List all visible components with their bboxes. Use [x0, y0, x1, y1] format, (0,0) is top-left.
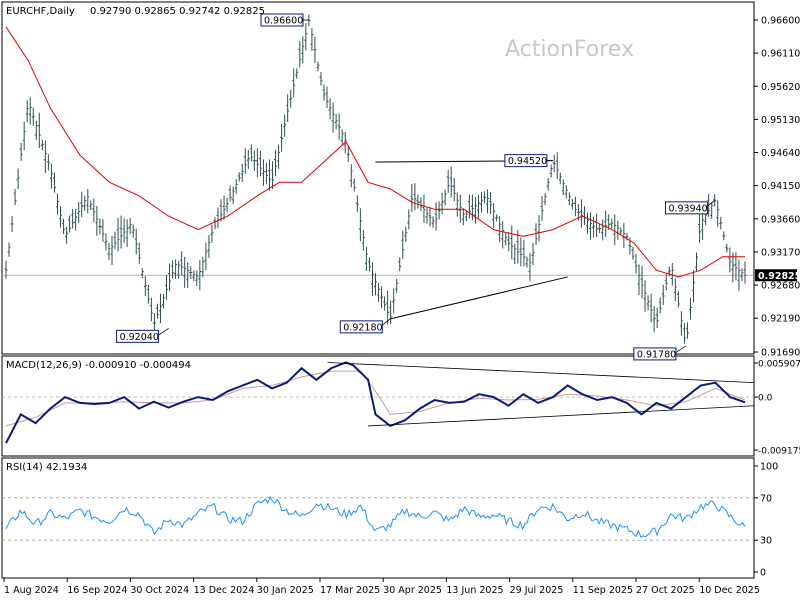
- swing-label-box: [633, 347, 677, 361]
- x-tick-label: 13 Dec 2024: [194, 585, 255, 596]
- rsi-y-tick-label: 30: [760, 536, 772, 547]
- macd-title: MACD(12,26,9) -0.000910 -0.000494: [6, 360, 191, 371]
- rsi-y-tick-label: 0: [760, 568, 766, 579]
- chart-symbol: EURCHF,Daily: [6, 6, 75, 17]
- price-y-tick-label: 0.96110: [761, 49, 800, 60]
- swing-label: 0.94520: [508, 156, 547, 167]
- x-tick-label: 30 Apr 2025: [383, 585, 442, 596]
- swing-label: 0.92040: [120, 332, 159, 343]
- price-y-tick-label: 0.92190: [761, 314, 800, 325]
- x-tick-label: 29 Jul 2025: [510, 585, 564, 596]
- current-price-tag: [755, 269, 797, 282]
- price-y-tick-label: 0.96600: [761, 16, 800, 27]
- x-tick-label: 27 Oct 2025: [636, 585, 695, 596]
- swing-label-box: [504, 154, 548, 168]
- swing-label: 0.91780: [637, 349, 676, 360]
- price-y-tick-label: 0.92680: [761, 281, 800, 292]
- macd-upper-trendline: [327, 362, 755, 384]
- price-y-tick-label: 0.93660: [761, 214, 800, 225]
- macd-line: [5, 361, 746, 444]
- rsi-title: RSI(14) 42.1934: [6, 462, 87, 473]
- rsi-panel[interactable]: [1, 457, 755, 579]
- x-tick-label: 10 Dec 2025: [699, 585, 760, 596]
- x-tick-label: 17 Mar 2025: [320, 585, 380, 596]
- macd-y-tick-label: -0.009175: [758, 447, 800, 457]
- macd-y-tick-label: 0.005907: [758, 360, 800, 370]
- swing-label: 0.92180: [343, 322, 382, 333]
- x-tick-label: 30 Oct 2024: [130, 585, 189, 596]
- chart-ohlc: 0.92790 0.92865 0.92742 0.92825: [90, 6, 265, 17]
- swing-label-box: [116, 329, 160, 343]
- watermark: ActionForex: [505, 37, 634, 62]
- swing-label: 0.96600: [264, 16, 303, 27]
- rsi-line: [5, 495, 746, 538]
- swing-label-box: [339, 320, 383, 334]
- price-y-tick-label: 0.95130: [761, 115, 800, 126]
- x-tick-label: 13 Jun 2025: [446, 585, 503, 596]
- price-y-tick-label: 0.93170: [761, 247, 800, 258]
- rsi-y-tick-label: 70: [760, 493, 772, 504]
- price-y-tick-label: 0.91690: [761, 348, 800, 359]
- x-tick-label: 11 Sep 2025: [573, 585, 633, 596]
- price-y-tick-label: 0.94150: [761, 181, 800, 192]
- swing-label: 0.93940: [668, 203, 707, 214]
- price-y-tick-label: 0.94640: [761, 148, 800, 159]
- swing-label-box: [664, 201, 708, 215]
- current-price-label: 0.92825: [758, 271, 800, 282]
- macd-y-tick-label: 0.0: [758, 394, 773, 404]
- x-tick-label: 16 Sep 2024: [67, 585, 127, 596]
- macd-lower-trendline: [368, 405, 755, 427]
- x-tick-label: 30 Jan 2025: [257, 585, 314, 596]
- swing-label-box: [260, 13, 304, 27]
- rsi-y-tick-label: 100: [760, 462, 778, 473]
- price-y-tick-label: 0.95620: [761, 82, 800, 93]
- price-panel[interactable]: [1, 1, 755, 355]
- moving-average-line: [5, 26, 745, 278]
- support-trendline: [390, 276, 568, 320]
- x-tick-label: 1 Aug 2024: [4, 585, 59, 596]
